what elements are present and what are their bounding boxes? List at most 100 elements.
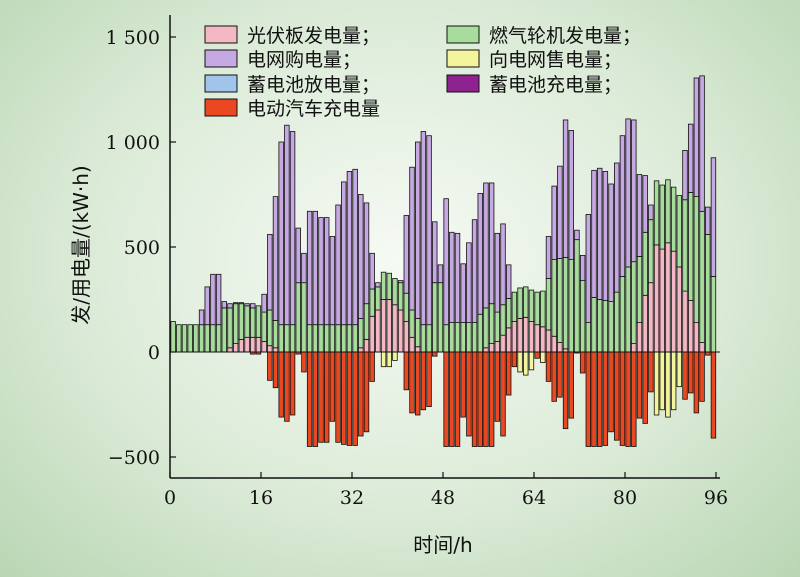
ev-charge-bar-73 <box>585 351 592 447</box>
ev-charge-bar-34 <box>363 351 370 433</box>
legend-label-pv: 光伏板发电量； <box>247 25 380 47</box>
legend-label-buy: 电网购电量； <box>247 49 361 71</box>
grid-buy-bar-68 <box>557 165 563 259</box>
ev-charge-bar-60 <box>511 351 518 368</box>
grid-sell-bar-87 <box>665 351 671 418</box>
ev-charge-bar-58 <box>500 351 506 437</box>
grid-buy-bar-13 <box>244 303 250 307</box>
ev-charge-bar-80 <box>625 351 631 447</box>
ev-charge-bar-75 <box>596 351 603 447</box>
y-tick-label: 0 <box>148 342 160 364</box>
grid-buy-bar-51 <box>460 263 466 323</box>
gas-turbine-bar-21 <box>289 324 296 353</box>
gas-turbine-bar-3 <box>187 324 193 353</box>
grid-buy-bar-57 <box>494 232 501 313</box>
gas-turbine-bar-76 <box>602 300 609 353</box>
grid-sell-bar-63 <box>528 351 535 371</box>
gas-turbine-bar-1 <box>176 324 182 353</box>
grid-buy-bar-41 <box>403 215 410 294</box>
ev-charge-bar-78 <box>614 351 620 441</box>
pv-bar-67 <box>551 335 557 353</box>
grid-sell-bar-65 <box>540 351 546 363</box>
gas-turbine-bar-62 <box>523 286 529 318</box>
gas-turbine-bar-46 <box>432 282 438 353</box>
grid-buy-bar-78 <box>614 162 620 293</box>
grid-buy-bar-9 <box>221 301 228 309</box>
grid-buy-bar-43 <box>414 141 421 319</box>
pv-bar-92 <box>693 322 700 353</box>
gas-turbine-bar-73 <box>585 322 592 353</box>
ev-charge-bar-35 <box>369 351 375 382</box>
ev-charge-bar-93 <box>699 351 705 402</box>
ev-charge-bar-91 <box>687 351 694 394</box>
grid-buy-bar-26 <box>318 217 324 326</box>
grid-buy-bar-55 <box>483 182 489 309</box>
pv-bar-86 <box>659 248 665 353</box>
grid-buy-bar-82 <box>636 174 643 257</box>
gas-turbine-bar-80 <box>625 266 631 353</box>
gas-turbine-bar-87 <box>665 179 671 244</box>
pv-bar-85 <box>653 244 660 353</box>
gas-turbine-bar-4 <box>193 324 199 353</box>
gas-turbine-bar-38 <box>386 272 392 300</box>
grid-buy-bar-80 <box>625 118 631 268</box>
ev-charge-bar-56 <box>488 351 495 447</box>
ev-charge-bar-76 <box>602 351 609 446</box>
gas-turbine-bar-53 <box>471 322 478 353</box>
ev-charge-bar-57 <box>494 351 501 422</box>
grid-buy-bar-77 <box>608 183 614 302</box>
grid-buy-bar-34 <box>363 202 370 305</box>
gas-turbine-bar-37 <box>380 271 387 300</box>
gas-turbine-bar-39 <box>392 278 398 306</box>
ev-charge-bar-64 <box>534 351 540 359</box>
pv-bar-93 <box>699 342 705 353</box>
gas-turbine-bar-27 <box>323 324 330 353</box>
gas-turbine-bar-48 <box>443 324 449 353</box>
gas-turbine-bar-86 <box>659 184 665 250</box>
gas-turbine-bar-92 <box>693 196 700 324</box>
grid-buy-bar-30 <box>341 181 347 326</box>
grid-buy-bar-59 <box>505 264 512 299</box>
gas-turbine-bar-49 <box>449 322 455 353</box>
pv-bar-15 <box>255 336 262 353</box>
pv-bar-10 <box>227 347 233 353</box>
pv-bar-58 <box>500 334 506 353</box>
gas-turbine-bar-77 <box>608 301 614 353</box>
gas-turbine-bar-59 <box>505 298 512 329</box>
grid-buy-bar-10 <box>227 303 233 309</box>
ev-charge-bar-20 <box>284 351 290 422</box>
grid-buy-bar-12 <box>238 302 245 305</box>
grid-buy-bar-48 <box>443 198 449 326</box>
gas-turbine-bar-44 <box>420 324 427 353</box>
gas-turbine-bar-78 <box>614 291 620 353</box>
gas-turbine-bar-19 <box>278 324 284 353</box>
gas-turbine-bar-33 <box>358 317 364 349</box>
grid-buy-bar-17 <box>267 233 273 311</box>
grid-buy-bar-54 <box>477 193 483 315</box>
ev-charge-bar-32 <box>352 351 358 446</box>
pv-bar-88 <box>670 250 677 353</box>
legend-swatch-sell <box>446 49 480 68</box>
grid-buy-bar-81 <box>631 119 637 263</box>
gas-turbine-bar-88 <box>670 186 677 252</box>
x-tick-label: 80 <box>613 487 637 509</box>
pv-bar-82 <box>636 322 643 353</box>
grid-buy-bar-28 <box>329 236 336 326</box>
pv-bar-11 <box>232 343 239 353</box>
gas-turbine-bar-42 <box>409 309 415 338</box>
gas-turbine-bar-75 <box>596 299 603 353</box>
x-axis-title: 时间/h <box>413 533 472 557</box>
gas-turbine-bar-93 <box>699 210 705 343</box>
pv-bar-89 <box>676 266 683 353</box>
pv-bar-65 <box>540 326 546 353</box>
gas-turbine-bar-9 <box>221 307 228 353</box>
grid-sell-bar-37 <box>380 351 387 368</box>
gas-turbine-bar-30 <box>341 324 347 353</box>
grid-buy-bar-58 <box>500 223 506 306</box>
gas-turbine-bar-79 <box>619 275 626 353</box>
pv-bar-14 <box>250 336 256 353</box>
pv-bar-43 <box>414 346 421 353</box>
grid-buy-bar-49 <box>449 231 455 324</box>
pv-bar-61 <box>517 317 523 353</box>
gas-turbine-bar-22 <box>295 282 301 353</box>
